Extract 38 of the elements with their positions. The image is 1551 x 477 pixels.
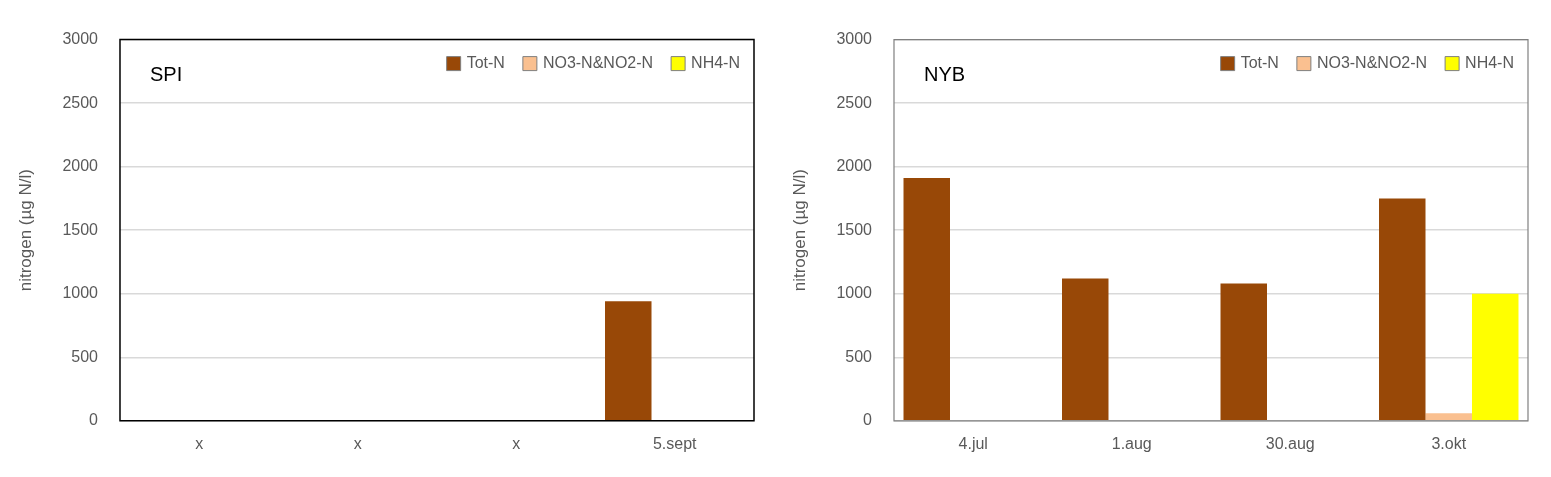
y-tick-label: 1000	[836, 284, 873, 302]
bar	[1062, 278, 1109, 421]
x-tick-label: x	[353, 434, 362, 452]
x-tick-label: x	[195, 434, 204, 452]
x-tick-label: 5.sept	[652, 434, 698, 452]
x-tick-label: 1.aug	[1111, 434, 1152, 452]
legend-label: Tot-N	[1240, 54, 1279, 72]
legend-label: NH4-N	[1465, 54, 1514, 72]
y-tick-label: 3000	[836, 30, 873, 48]
text: NYB	[923, 63, 966, 86]
y-tick-label: 1000	[62, 284, 99, 302]
y-tick-label: 0	[89, 411, 99, 429]
legend-label: NH4-N	[691, 54, 740, 72]
y-tick-label: 2500	[62, 93, 99, 111]
y-tick-label: 500	[845, 347, 873, 365]
y-tick-label: 1500	[62, 220, 99, 238]
bar	[903, 178, 950, 421]
x-tick-label: x	[512, 434, 521, 452]
legend-label: NO3-N&NO2-N	[542, 54, 654, 72]
legend-label: NO3-N&NO2-N	[1316, 54, 1428, 72]
bar	[1379, 198, 1426, 421]
y-tick-label: 2000	[62, 157, 99, 175]
y-tick-label: 1500	[836, 220, 873, 238]
y-tick-label: 2000	[836, 157, 873, 175]
bar	[1425, 413, 1472, 421]
x-tick-label: 4.jul	[958, 434, 988, 452]
legend-label: Tot-N	[466, 54, 505, 72]
y-tick-label: 3000	[62, 30, 99, 48]
y-tick-label: 500	[71, 347, 99, 365]
y-axis-title: nitrogen (µg N/l)	[15, 169, 35, 292]
text: SPI	[149, 63, 183, 86]
y-tick-label: 2500	[836, 93, 873, 111]
x-tick-label: 3.okt	[1431, 434, 1467, 452]
bar	[1472, 293, 1519, 421]
y-axis-title: nitrogen (µg N/l)	[789, 169, 809, 292]
bar	[1220, 283, 1267, 421]
y-tick-label: 0	[863, 411, 873, 429]
x-tick-label: 30.aug	[1265, 434, 1315, 452]
